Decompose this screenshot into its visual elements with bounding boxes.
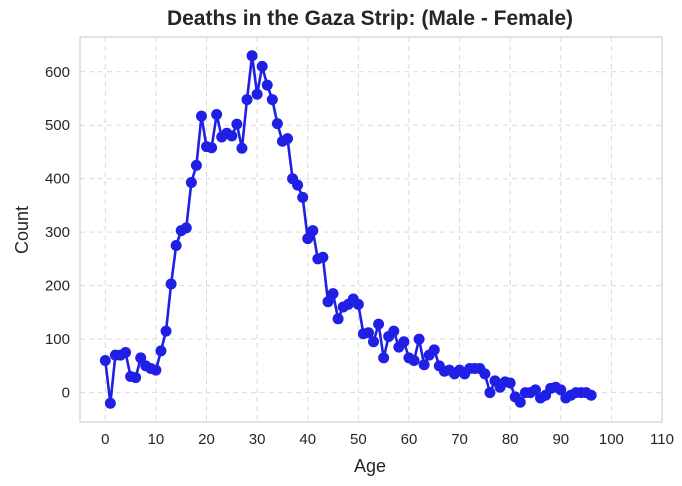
data-point (261, 79, 273, 91)
data-point (388, 325, 400, 337)
x-axis-label: Age (354, 456, 386, 476)
data-point (322, 296, 334, 308)
data-point (428, 344, 440, 356)
data-point (241, 94, 253, 106)
data-point (332, 313, 344, 325)
data-point (317, 251, 329, 263)
data-point (130, 372, 142, 384)
data-point (266, 94, 278, 106)
data-point (529, 384, 541, 396)
data-point (484, 387, 496, 399)
data-point (352, 298, 364, 310)
x-tick-label: 60 (401, 431, 418, 448)
data-point (479, 368, 491, 380)
x-tick-label: 10 (148, 431, 165, 448)
x-tick-label: 80 (502, 431, 519, 448)
data-point (271, 118, 283, 130)
grid (80, 37, 663, 422)
x-tick-label: 90 (552, 431, 569, 448)
x-tick-label: 20 (198, 431, 215, 448)
data-point (292, 179, 304, 191)
data-point (408, 355, 420, 367)
y-axis: 0 100 200 300 400 500 600 (45, 64, 70, 402)
data-point (307, 225, 319, 237)
data-point (211, 109, 223, 121)
data-point (413, 333, 425, 345)
x-tick-label: 50 (350, 431, 367, 448)
data-point (256, 60, 268, 72)
y-axis-label: Count (12, 206, 32, 254)
data-point (378, 352, 390, 364)
data-point (135, 352, 147, 364)
data-point (327, 288, 339, 300)
series (99, 50, 597, 409)
data-point (206, 142, 218, 154)
y-tick-label: 600 (45, 64, 70, 81)
data-point (246, 50, 258, 62)
y-tick-label: 300 (45, 224, 70, 241)
data-point (418, 359, 430, 371)
data-point (170, 240, 182, 252)
data-point (190, 159, 202, 171)
data-point (504, 377, 516, 389)
x-tick-label: 100 (599, 431, 624, 448)
data-point (368, 336, 380, 348)
data-point (160, 325, 172, 337)
data-point (99, 355, 111, 367)
data-point (281, 133, 293, 145)
data-point (104, 397, 116, 409)
data-point (585, 389, 597, 401)
data-point (236, 142, 248, 154)
x-tick-label: 0 (101, 431, 109, 448)
data-point (155, 345, 167, 357)
data-point (150, 364, 162, 376)
y-tick-label: 0 (62, 385, 70, 402)
data-point (120, 346, 132, 358)
data-point (226, 130, 238, 142)
data-point (302, 233, 314, 245)
x-tick-label: 110 (650, 431, 674, 448)
data-point (398, 336, 410, 348)
chart-title: Deaths in the Gaza Strip: (Male - Female… (167, 7, 573, 30)
data-point (373, 318, 385, 330)
data-point (251, 88, 263, 100)
plot-area (79, 36, 663, 423)
data-point (555, 384, 567, 396)
data-point (362, 327, 374, 339)
data-point (297, 191, 309, 203)
data-point (195, 110, 207, 122)
y-tick-label: 400 (45, 171, 70, 188)
y-tick-label: 500 (45, 117, 70, 134)
y-tick-label: 100 (45, 331, 70, 348)
data-point (231, 118, 243, 130)
data-point (180, 222, 192, 234)
data-point (185, 176, 197, 188)
x-tick-label: 70 (451, 431, 468, 448)
y-tick-label: 200 (45, 278, 70, 295)
x-axis: 0 10 20 30 40 50 60 70 80 90 100 110 (101, 431, 674, 448)
x-tick-label: 40 (299, 431, 316, 448)
data-point (514, 396, 526, 408)
data-point (165, 278, 177, 290)
x-tick-label: 30 (249, 431, 266, 448)
